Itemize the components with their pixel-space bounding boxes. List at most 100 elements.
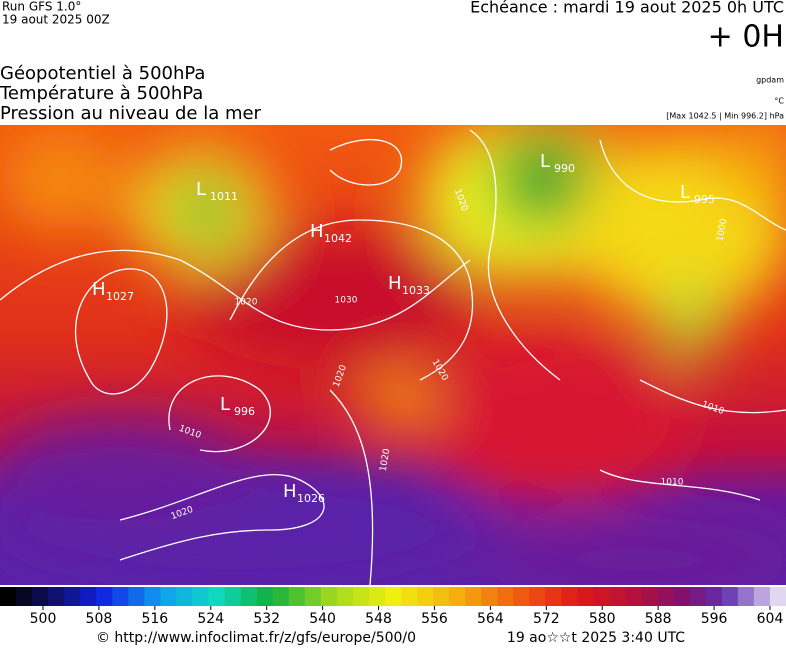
center-value: 1011 [210,190,238,203]
center-value: 996 [234,405,255,418]
colorbar-swatch [208,587,226,606]
center-value: 995 [694,193,715,206]
center-type: L [680,182,690,203]
colorbar-swatch [96,587,113,606]
colorbar-swatch [401,587,418,606]
colorbar-swatch [192,587,210,606]
colorbar-swatch [384,587,402,606]
center-value: 1042 [324,232,352,245]
echeance: Echéance : mardi 19 aout 2025 0h UTC [470,0,784,17]
unit-label: °C [774,97,784,106]
colorbar-swatch [336,587,354,606]
colorbar-tick-label: 588 [645,611,672,627]
colorbar-swatch [593,587,611,606]
colorbar-tick-label: 548 [365,611,392,627]
colorbar-swatch [673,587,691,606]
colorbar-swatch [160,587,177,606]
title-line: Géopotentiel à 500hPa [0,63,205,84]
title-line: Température à 500hPa [0,83,203,104]
colorbar-swatch [513,587,530,606]
colorbar-tick-label: 580 [589,611,616,627]
colorbar-swatch [705,587,723,606]
colorbar-swatch [465,587,482,606]
colorbar-tick-label: 572 [533,611,560,627]
colorbar-swatch [224,587,242,606]
colorbar-tick-label: 596 [701,611,728,627]
colorbar-tick-label: 532 [253,611,280,627]
center-type: H [92,279,106,300]
colorbar-swatch [625,587,643,606]
title-line: Pression au niveau de la mer [0,103,262,124]
colorbar-swatch [449,587,466,606]
center-type: L [540,151,550,172]
run-label: Run GFS 1.0° [2,0,81,14]
center-type: L [196,179,206,200]
colorbar-swatch [577,587,595,606]
colorbar-swatch [256,587,274,606]
isobar-label: 1020 [235,298,258,308]
run-date: 19 aout 2025 00Z [2,13,110,27]
forecast-offset: + 0H [708,20,784,55]
colorbar-swatch [128,587,145,606]
generated-time: 19 ao☆☆t 2025 3:40 UTC [507,630,685,646]
colorbar-swatch [176,587,193,606]
isobar-label: 1020 [379,448,393,473]
colorbar-swatch [352,587,370,606]
colorbar-swatch [561,587,578,606]
colorbar-swatch [16,587,33,606]
colorbar-swatch [545,587,562,606]
colorbar-swatch [529,587,546,606]
colorbar-tick-label: 516 [141,611,168,627]
colorbar-swatch [32,587,49,606]
colorbar-swatch [240,587,258,606]
colorbar-tick-label: 604 [757,611,784,627]
colorbar-swatch [497,587,514,606]
colorbar-swatch [689,587,707,606]
source-url: © http://www.infoclimat.fr/z/gfs/europe/… [96,630,416,646]
colorbar-tick-label: 564 [477,611,504,627]
colorbar-swatch [721,587,739,606]
center-value: 990 [554,162,575,175]
colorbar-swatch [144,587,161,606]
isobar-label: 1000 [716,218,730,243]
colorbar-swatch [48,587,65,606]
center-type: H [310,221,324,242]
center-value: 1027 [106,290,134,303]
center-value: 1026 [297,492,325,505]
isobar-label: 1010 [661,478,684,488]
center-type: L [220,394,230,415]
colorbar-swatch [481,587,498,606]
colorbar-tick-label: 524 [197,611,224,627]
center-type: H [388,273,402,294]
colorbar-swatch [0,587,17,606]
colorbar-swatch [112,587,129,606]
colorbar-swatch [320,587,338,606]
colorbar-tick-label: 556 [421,611,448,627]
center-type: H [283,481,297,502]
colorbar-swatch [288,587,306,606]
unit-label: [Max 1042.5 | Min 996.2] hPa [666,112,784,121]
colorbar-swatch [657,587,675,606]
colorbar-swatch [368,587,386,606]
colorbar-tick-label: 508 [86,611,113,627]
colorbar-swatch [769,587,786,606]
map-field [0,125,786,585]
colorbar-swatch [737,587,755,606]
colorbar-swatch [64,587,81,606]
colorbar-tick-label: 540 [309,611,336,627]
colorbar-swatch [609,587,627,606]
colorbar: 500 508 516 524 532 540 548 556 564 572 580 588 596 6… [0,587,786,627]
colorbar-swatch [272,587,290,606]
colorbar-swatch [304,587,322,606]
colorbar-swatch [80,587,97,606]
unit-label: gpdam [756,76,784,85]
colorbar-swatch [433,587,450,606]
colorbar-swatch [753,587,771,606]
center-value: 1033 [402,284,430,297]
colorbar-swatch [641,587,659,606]
colorbar-swatch [417,587,434,606]
colorbar-tick-label: 500 [30,611,57,627]
isobar-label: 1030 [335,296,358,306]
